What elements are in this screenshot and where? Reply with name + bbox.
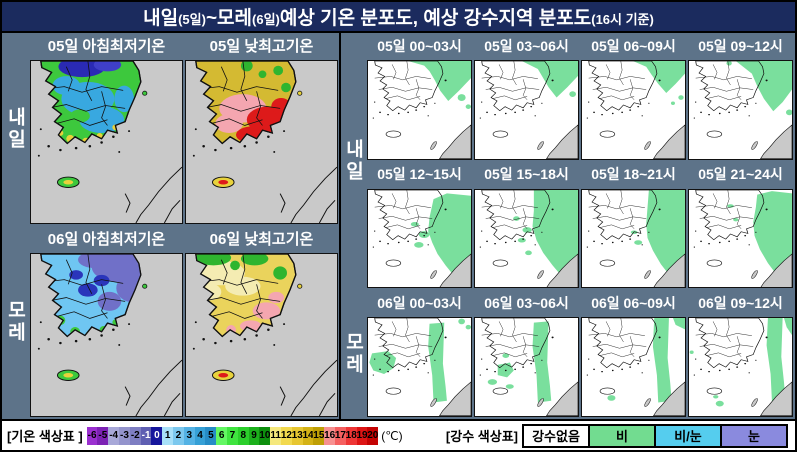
precip-map-header: 05일 09~12시 (698, 37, 783, 54)
temp-map-05-day-high (185, 60, 338, 224)
temp-scale-swatch: 12 (281, 426, 292, 445)
precip-map-svg (586, 189, 685, 288)
temp-map-header-06-day-high: 06일 낮최고기온 (209, 231, 314, 248)
precip-legend-item: 강수없음 (522, 423, 590, 448)
precip-map-header: 06일 09~12시 (698, 294, 783, 311)
precip-legend-item: 눈 (720, 423, 788, 448)
precip-legend-item: 비 (588, 423, 656, 448)
temp-scale-swatch: 15 (313, 426, 324, 445)
temp-scale-swatch: 14 (302, 426, 314, 445)
precip-map-05-03-06 (474, 60, 579, 160)
temp-unit: (℃) (381, 428, 403, 443)
precip-map-header: 05일 12~15시 (377, 166, 462, 183)
precip-map-05-21-24 (688, 188, 793, 289)
temp-map-05-morning-low (30, 60, 183, 224)
precip-row-label-tomorrow: 내일 (342, 138, 364, 183)
precip-map-05-00-03 (367, 60, 472, 160)
legend-bar: [기온 색상표 ] -6 -5 -4 -3 -2 -1 0 1 2 3 4 5 6 7 8 9 10 11 12 13… (2, 419, 795, 450)
precip-map-svg (369, 318, 471, 416)
temp-scale-swatch: 6 (216, 426, 228, 445)
precip-map-svg (693, 61, 792, 159)
temp-scale-swatch: 20 (367, 426, 378, 445)
precip-row-label-day-after: 모레 (342, 331, 364, 376)
temp-scale-swatch: 16 (324, 426, 335, 445)
temp-map-svg (192, 61, 337, 223)
temp-scale-swatch: 1 (162, 426, 174, 445)
temp-scale-swatch: 8 (237, 426, 249, 445)
temp-map-header-06-morning-low: 06일 아침최저기온 (47, 231, 166, 248)
temp-scale-swatch: -1 (140, 426, 152, 445)
temp-map-06-morning-low (30, 253, 183, 417)
precip-map-svg (689, 318, 792, 416)
precip-legend-label: [강수 색상표] (445, 429, 518, 444)
temp-row-label-tomorrow: 내일 (4, 106, 26, 151)
precip-map-06-00-03 (367, 317, 472, 417)
precip-map-06-03-06 (474, 317, 579, 417)
temp-scale-swatch: 7 (227, 426, 238, 445)
precip-legend-boxes: 강수없음 비 비/눈 눈 (522, 423, 788, 448)
temperature-panel: 내일 05일 아침최저기온 05일 낮최고기온 (2, 33, 339, 419)
temp-map-06-day-high (185, 253, 338, 417)
main-area: 내일 05일 아침최저기온 05일 낮최고기온 (2, 33, 795, 419)
page-title: 내일 (143, 8, 179, 29)
precip-map-header: 06일 00~03시 (377, 294, 462, 311)
temp-scale-swatch: 0 (151, 426, 163, 445)
precip-map-svg (693, 189, 792, 288)
temp-legend-label: [기온 색상표 ] (7, 429, 83, 444)
precip-map-05-18-21 (581, 188, 686, 289)
precip-map-05-12-15 (367, 188, 472, 289)
precip-map-svg (586, 61, 685, 159)
temp-scale: -6 -5 -4 -3 -2 -1 0 1 2 3 4 5 6 7 8 9 10 11 12 13 14 15 16 17 18… (86, 426, 378, 445)
temp-scale-swatch: 4 (194, 426, 206, 445)
temp-scale-swatch: 13 (292, 426, 303, 445)
temp-scale-swatch: -4 (108, 426, 120, 445)
precip-map-svg (479, 318, 578, 416)
precip-legend-item: 비/눈 (654, 423, 722, 448)
panel-divider (339, 33, 341, 419)
precip-map-svg (372, 61, 471, 159)
temp-scale-swatch: 2 (173, 426, 184, 445)
precip-map-svg (372, 189, 471, 288)
temp-scale-swatch: 5 (205, 426, 217, 445)
precip-map-svg (479, 189, 578, 288)
temp-scale-swatch: -5 (97, 426, 109, 445)
precip-map-header: 05일 06~09시 (591, 37, 676, 54)
temp-map-header-05-morning-low: 05일 아침최저기온 (47, 38, 166, 55)
precipitation-panel: 내일 05일 00~03시 05일 03~06시 05일 06~09시 05일 … (341, 33, 795, 419)
precip-map-svg (479, 61, 578, 159)
temp-scale-swatch: 19 (356, 426, 368, 445)
precip-map-header: 05일 21~24시 (698, 166, 783, 183)
temp-map-header-05-day-high: 05일 낮최고기온 (209, 38, 314, 55)
temp-scale-swatch: 3 (183, 426, 195, 445)
temp-scale-swatch: -6 (86, 426, 98, 445)
temp-map-svg (37, 61, 182, 223)
temp-scale-swatch: 18 (346, 426, 357, 445)
precip-map-05-15-18 (474, 188, 579, 289)
temp-scale-swatch: 10 (259, 426, 270, 445)
precip-map-06-09-12 (688, 317, 793, 417)
temp-scale-swatch: 17 (335, 426, 346, 445)
temp-map-svg (192, 254, 337, 416)
precip-map-06-06-09 (581, 317, 686, 417)
precip-map-header: 05일 18~21시 (591, 166, 676, 183)
title-bar: 내일 (5일) ~모레 (6일) 예상 기온 분포도, 예상 강수지역 분포도 … (2, 2, 795, 33)
temp-scale-swatch: -3 (119, 426, 130, 445)
temp-scale-swatch: -2 (129, 426, 141, 445)
temp-map-svg (37, 254, 182, 416)
temp-row-label-day-after: 모레 (4, 299, 26, 344)
precip-map-header: 06일 03~06시 (484, 294, 569, 311)
precip-map-05-06-09 (581, 60, 686, 160)
precip-map-header: 05일 00~03시 (377, 37, 462, 54)
precip-map-05-09-12 (688, 60, 793, 160)
precip-map-header: 06일 06~09시 (591, 294, 676, 311)
precip-map-header: 05일 15~18시 (484, 166, 569, 183)
precip-map-header: 05일 03~06시 (484, 37, 569, 54)
precip-map-svg (586, 318, 685, 416)
temp-scale-swatch: 11 (270, 426, 282, 445)
temp-scale-swatch: 9 (248, 426, 260, 445)
